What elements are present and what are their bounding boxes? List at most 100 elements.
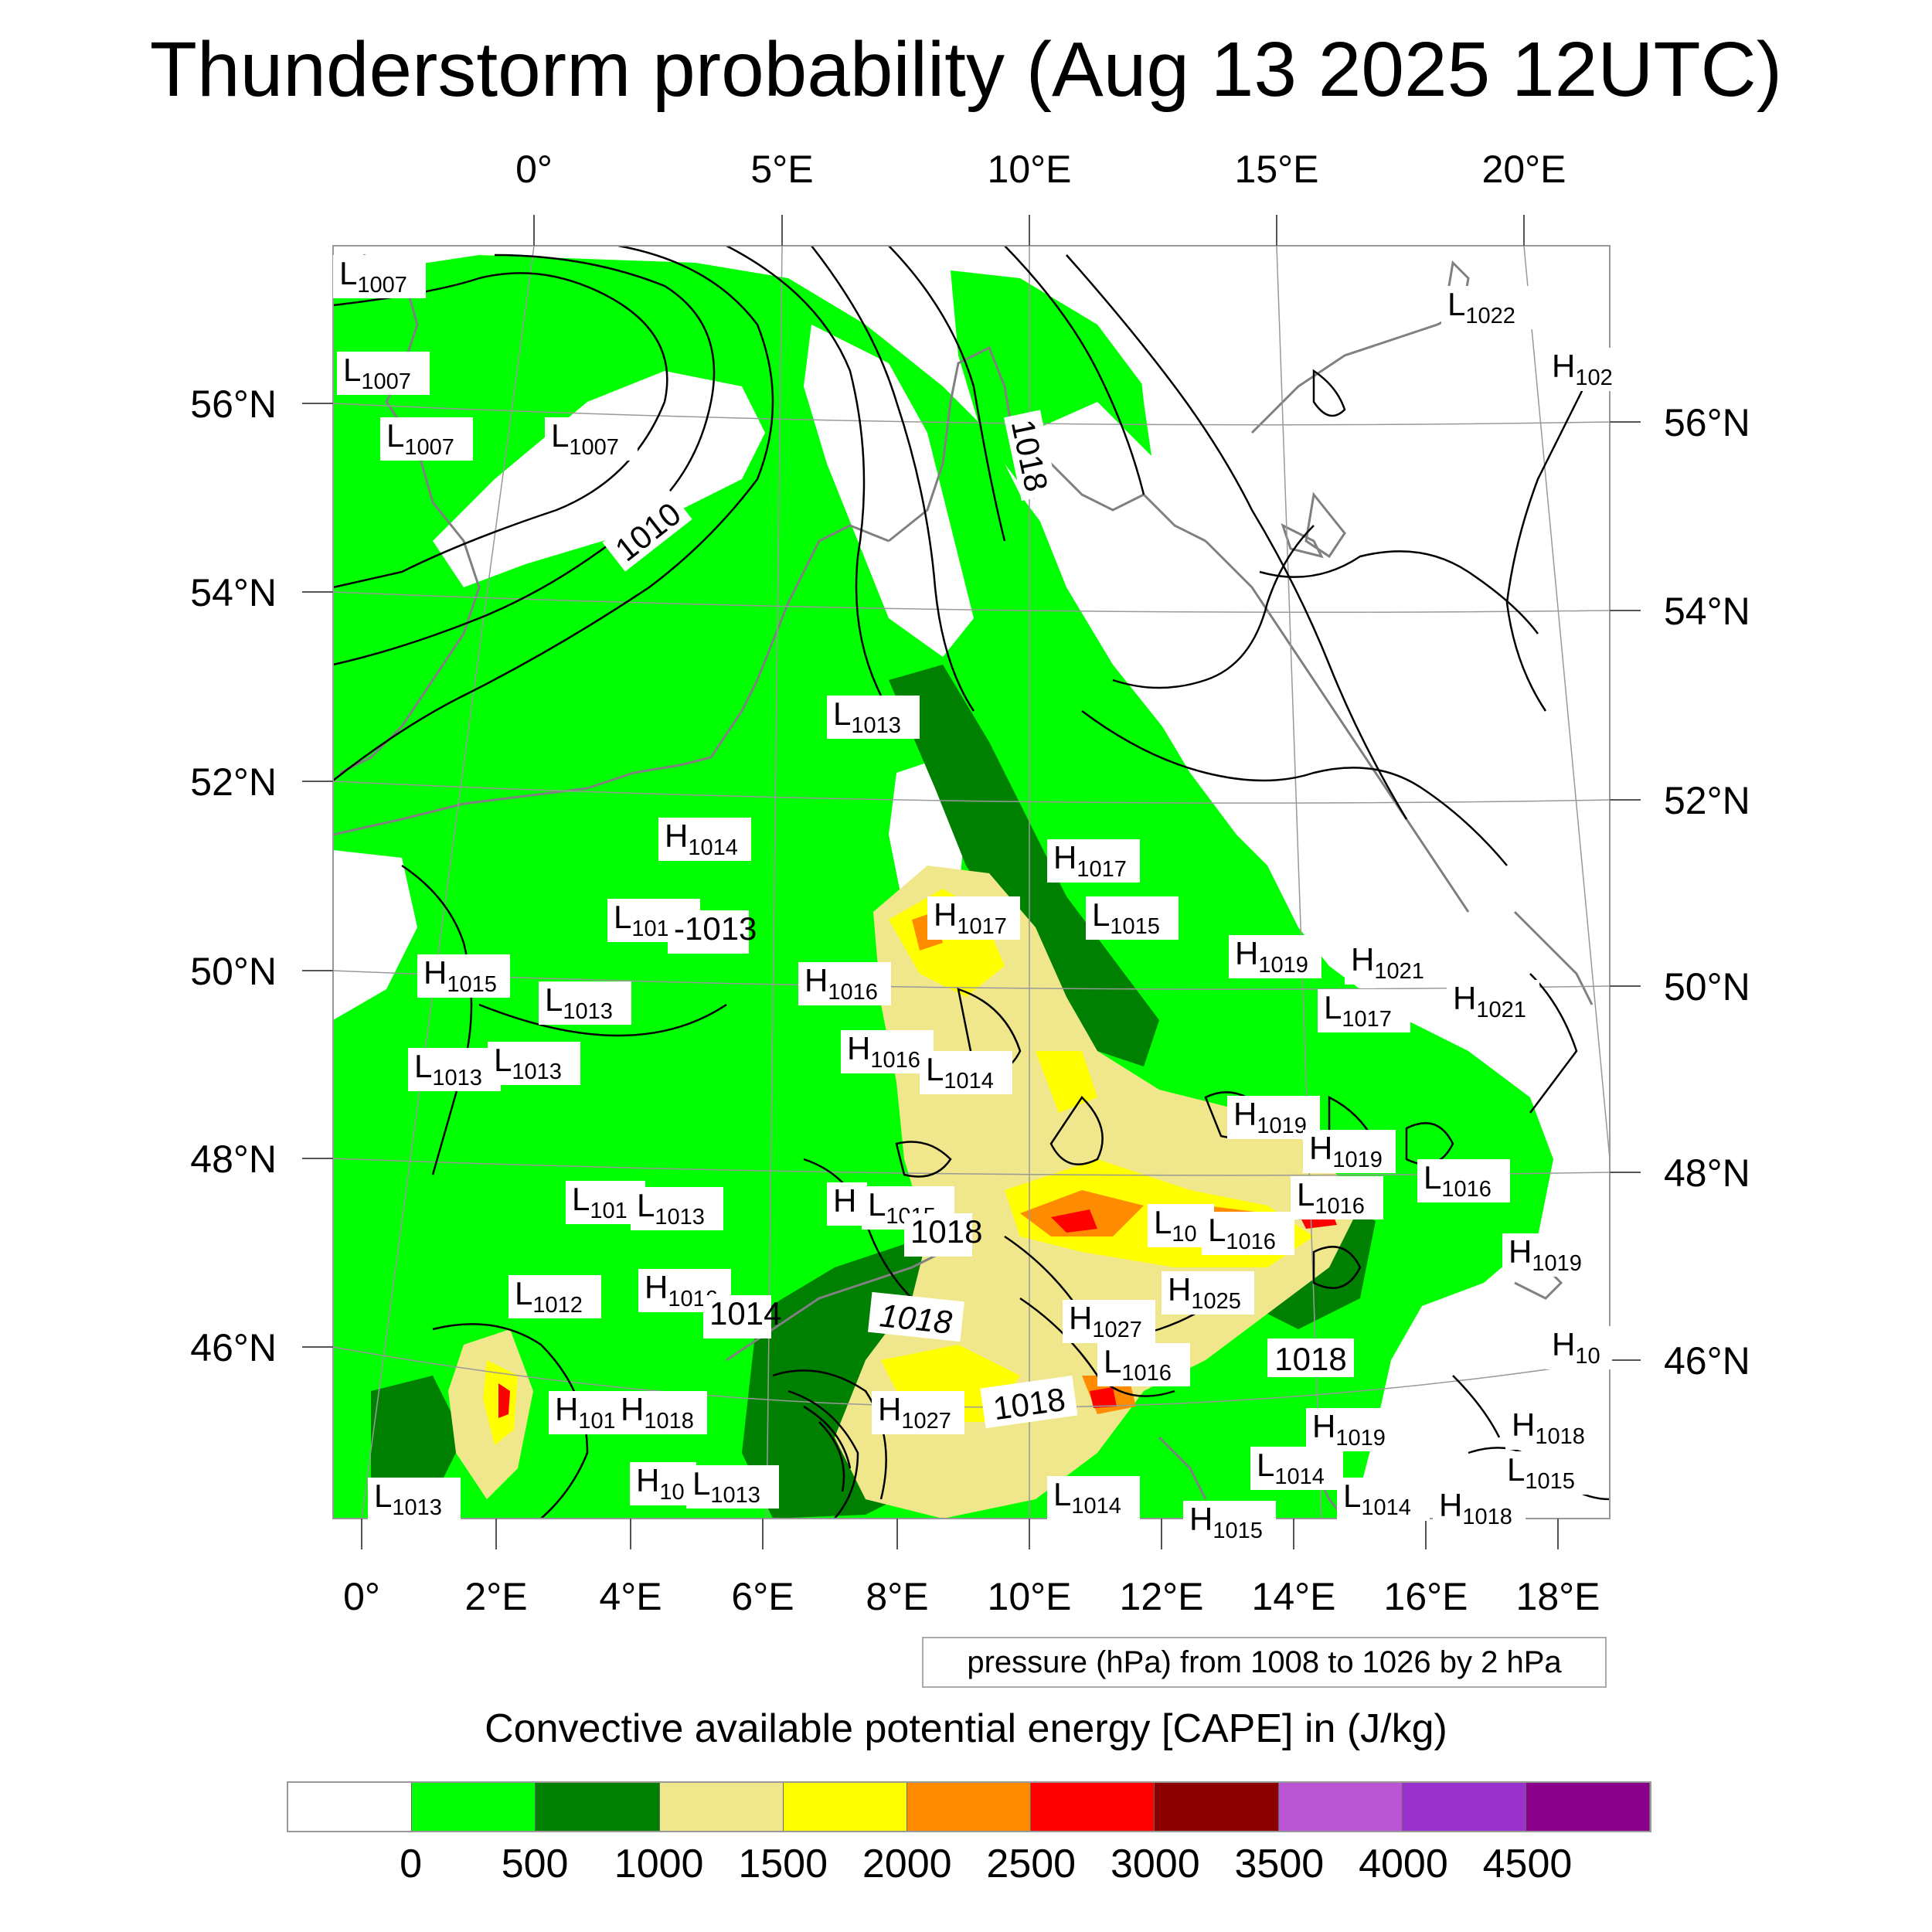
colorbar-tick-labels: 0 500 1000 1500 2000 2500 3000 3500 4000 4500 [0,1839,1932,1893]
pressure-center-type: L [926,1051,944,1087]
top-lon-label: 10°E [988,148,1072,191]
pressure-label-background [1441,286,1534,329]
pressure-label: L1013 [408,1048,501,1091]
pressure-label-background [1047,839,1140,883]
pressure-center-type: H [878,1391,901,1427]
pressure-label-text: L1015 [1507,1451,1575,1494]
pressure-center-value: 1019 [1257,1114,1307,1138]
pressure-center-type: H [1552,348,1575,384]
pressure-label-text: H1019 [1509,1233,1582,1276]
pressure-label-text: L1007 [386,417,454,460]
left-latitude-labels: 56°N 54°N 52°N 50°N 48°N 46°N [190,383,277,1369]
pressure-center-type: L [1104,1343,1121,1379]
pressure-center-value: 1018 [1462,1505,1512,1529]
left-lat-label: 46°N [190,1326,277,1369]
bottom-lon-label: 2°E [464,1575,527,1618]
pressure-label-text: L1013 [833,696,901,738]
bottom-lon-label: 12°E [1120,1575,1204,1618]
colorbar-tick-label: 1500 [738,1842,828,1886]
pressure-label: H10 [1546,1326,1612,1369]
pressure-label-background [337,352,430,395]
bottom-lon-label: 0° [343,1575,380,1618]
pressure-center-value: 1015 [1110,914,1160,939]
pressure-center-value: 1016 [1315,1194,1365,1219]
pressure-label-background [1250,1447,1343,1490]
pressure-label: L1013 [686,1465,779,1509]
pressure-label: H1015 [1183,1501,1276,1544]
pressure-label: H1021 [1447,980,1539,1023]
pressure-label-background [1318,989,1410,1032]
pressure-center-type: L [614,899,631,935]
pressure-label-background [368,1478,461,1521]
pressure-label: L1016 [1202,1212,1294,1255]
pressure-center-type: L [1423,1159,1441,1196]
pressure-label-background [1183,1501,1276,1544]
pressure-label-background [920,1051,1012,1094]
pressure-center-value: 1014 [1361,1495,1411,1520]
colorbar-title: Convective available potential energy [C… [485,1706,1447,1751]
bottom-lon-label: 10°E [988,1575,1072,1618]
pressure-label: H1018 [1505,1406,1598,1450]
pressure-center-type: H [847,1030,870,1066]
pressure-label: L1012 [509,1275,601,1318]
pressure-label: H10 [630,1462,696,1505]
pressure-center-type: L [414,1048,432,1084]
bottom-lon-label: 6°E [731,1575,794,1618]
pressure-label: H1016 [798,962,891,1005]
pressure-label-text: H1019 [1233,1096,1307,1138]
pressure-label-text: L1013 [637,1187,705,1230]
pressure-center-value: 1018 [910,1213,982,1250]
pressure-center-type: H [645,1269,668,1305]
pressure-label-text: H1027 [1069,1300,1142,1342]
pressure-center-type: L [545,981,563,1018]
pressure-center-value: 1013 [563,999,613,1024]
pressure-label: H1015 [417,954,510,998]
pressure-label-background [1546,348,1625,391]
pressure-center-value: 1016 [1121,1361,1172,1386]
pressure-label-text: -1013 [674,910,757,947]
pressure-label-text: L1014 [1343,1478,1411,1520]
pressure-label-background [1505,1406,1598,1450]
colorbar-segment [906,1783,1032,1831]
pressure-center-value: 1013 [432,1066,482,1090]
top-lon-label: 20°E [1482,148,1566,191]
pressure-label: L1016 [1417,1159,1510,1202]
pressure-center-value: 10 [1172,1222,1196,1247]
pressure-label: L1013 [368,1478,461,1521]
colorbar-segment [1031,1783,1155,1831]
pressure-label-text: H1014 [665,818,738,860]
pressure-label-background [1063,1300,1155,1343]
pressure-label: L1017 [1318,989,1410,1032]
pressure-center-value: 1016 [1441,1177,1492,1202]
colorbar-segment [536,1783,660,1831]
pressure-label-background [408,1048,501,1091]
tick-marks [302,215,1641,1549]
left-lat-label: 48°N [190,1138,277,1181]
pressure-label: H1019 [1306,1408,1399,1451]
pressure-label-text: L1013 [545,981,613,1024]
pressure-label-text: H [833,1182,856,1219]
pressure-center-value: -1013 [674,910,757,947]
colorbar-tick-label: 1000 [614,1842,704,1886]
pressure-center-value: 1013 [710,1483,760,1508]
pressure-center-type: L [1257,1447,1274,1483]
pressure-label-text: H1017 [934,896,1007,939]
top-lon-label: 15°E [1235,148,1319,191]
pressure-label: L1015 [1086,896,1179,940]
pressure-label-text: L1012 [515,1275,583,1318]
pressure-label: H1017 [927,896,1020,940]
pressure-label-background [703,1295,771,1338]
left-lat-label: 56°N [190,383,277,426]
pressure-label-text: L1013 [374,1478,442,1520]
colorbar-segment [1402,1783,1526,1831]
pressure-label-background [545,417,638,461]
pressure-center-value: 1017 [1077,857,1127,882]
pressure-label: H1025 [1162,1271,1254,1315]
colorbar-segment [1526,1783,1651,1831]
pressure-center-value: 1017 [957,914,1007,939]
pressure-center-type: L [1092,896,1110,933]
pressure-label-text: L1016 [1208,1212,1276,1254]
pressure-label-background [488,1042,580,1085]
pressure-label-text: H1021 [1453,980,1526,1022]
pressure-label-text: 1014 [709,1295,781,1332]
